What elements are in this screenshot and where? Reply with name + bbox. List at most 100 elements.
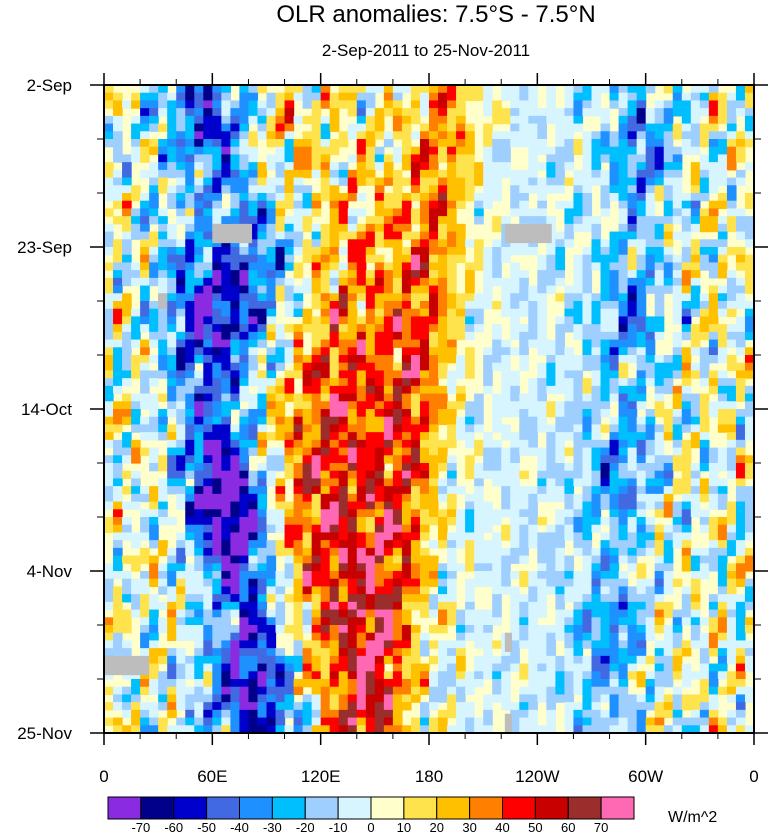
heatmap-cell xyxy=(744,517,754,526)
heatmap-cell xyxy=(528,162,538,171)
heatmap-cell xyxy=(609,486,620,495)
heatmap-cell xyxy=(465,193,475,202)
heatmap-cell xyxy=(203,370,213,379)
heatmap-cell xyxy=(401,254,412,264)
heatmap-cell xyxy=(257,193,268,202)
heatmap-cell xyxy=(483,370,493,379)
heatmap-cell xyxy=(149,262,159,271)
heatmap-cell xyxy=(113,555,123,564)
heatmap-cell xyxy=(699,463,710,472)
heatmap-cell xyxy=(113,254,123,264)
heatmap-cell xyxy=(293,401,304,410)
heatmap-cell xyxy=(176,501,186,510)
heatmap-cell xyxy=(600,555,611,564)
heatmap-cell xyxy=(365,355,376,364)
heatmap-cell xyxy=(185,270,195,279)
heatmap-cell xyxy=(329,385,340,395)
heatmap-cell xyxy=(356,254,367,264)
heatmap-cell xyxy=(185,432,195,441)
heatmap-cell xyxy=(555,385,566,395)
heatmap-cell xyxy=(221,254,231,264)
heatmap-cell xyxy=(401,131,412,140)
heatmap-cell xyxy=(591,162,602,171)
heatmap-cell xyxy=(600,316,611,325)
heatmap-cell xyxy=(374,563,385,572)
heatmap-cell xyxy=(248,671,259,680)
heatmap-cell xyxy=(221,185,231,194)
heatmap-cell xyxy=(239,393,250,402)
heatmap-cell xyxy=(519,85,529,94)
heatmap-cell xyxy=(293,154,304,163)
heatmap-cell xyxy=(203,169,213,179)
heatmap-cell xyxy=(392,385,403,395)
heatmap-cell xyxy=(744,131,754,140)
heatmap-cell xyxy=(582,293,593,302)
heatmap-cell xyxy=(501,239,511,248)
heatmap-cell xyxy=(537,694,547,703)
heatmap-cell xyxy=(221,424,231,433)
heatmap-cell xyxy=(510,540,520,549)
heatmap-cell xyxy=(600,679,611,688)
heatmap-cell xyxy=(392,470,403,480)
heatmap-cell xyxy=(167,648,177,657)
heatmap-cell xyxy=(284,671,295,680)
heatmap-cell xyxy=(699,92,710,102)
heatmap-cell xyxy=(131,370,141,379)
heatmap-cell xyxy=(429,439,439,449)
heatmap-cell xyxy=(510,123,520,132)
heatmap-cell xyxy=(564,409,575,418)
heatmap-cell xyxy=(528,640,538,649)
heatmap-cell xyxy=(717,524,728,534)
heatmap-cell xyxy=(194,509,204,518)
heatmap-cell xyxy=(419,324,430,333)
heatmap-cell xyxy=(582,632,593,642)
heatmap-cell xyxy=(708,555,719,564)
heatmap-cell xyxy=(329,578,340,588)
heatmap-cell xyxy=(618,679,629,688)
heatmap-cell xyxy=(302,648,313,657)
heatmap-cell xyxy=(104,571,114,580)
heatmap-cell xyxy=(591,231,602,240)
heatmap-cell xyxy=(194,231,204,240)
heatmap-cell xyxy=(311,509,322,518)
heatmap-cell xyxy=(591,339,602,348)
heatmap-cell xyxy=(113,131,123,140)
heatmap-cell xyxy=(609,85,620,94)
heatmap-cell xyxy=(681,478,692,487)
heatmap-cell xyxy=(546,686,556,696)
heatmap-cell xyxy=(113,594,123,603)
heatmap-cell xyxy=(383,301,394,310)
heatmap-cell xyxy=(329,455,340,464)
heatmap-cell xyxy=(401,439,412,449)
heatmap-cell xyxy=(456,655,466,665)
heatmap-cell xyxy=(735,231,746,240)
heatmap-cell xyxy=(528,100,538,109)
heatmap-cell xyxy=(221,92,231,102)
heatmap-cell xyxy=(329,432,340,441)
heatmap-cell xyxy=(338,671,349,680)
heatmap-cell xyxy=(212,92,222,102)
heatmap-cell xyxy=(510,262,520,271)
heatmap-cell xyxy=(284,131,295,140)
heatmap-cell xyxy=(609,702,620,711)
heatmap-cell xyxy=(203,578,213,588)
heatmap-cell xyxy=(221,694,231,703)
heatmap-cell xyxy=(221,239,231,248)
heatmap-cell xyxy=(636,517,647,526)
heatmap-cell xyxy=(176,262,186,271)
heatmap-cell xyxy=(564,694,575,703)
heatmap-cell xyxy=(654,223,665,233)
heatmap-cell xyxy=(104,393,114,402)
heatmap-cell xyxy=(636,586,647,595)
heatmap-cell xyxy=(275,154,286,163)
heatmap-cell xyxy=(356,223,367,233)
heatmap-cell xyxy=(185,216,195,225)
heatmap-cell xyxy=(492,154,502,163)
heatmap-cell xyxy=(131,339,141,348)
heatmap-cell xyxy=(329,702,340,711)
heatmap-cell xyxy=(149,409,159,418)
heatmap-cell xyxy=(465,239,475,248)
heatmap-cell xyxy=(356,601,367,611)
heatmap-cell xyxy=(374,385,385,395)
